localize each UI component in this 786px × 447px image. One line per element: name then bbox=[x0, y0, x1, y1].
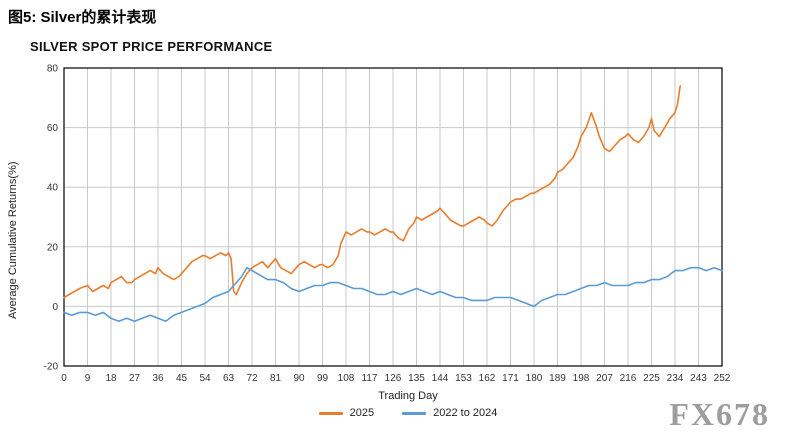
figure-title: 图5: Silver的累计表现 bbox=[8, 9, 157, 26]
svg-text:-20: -20 bbox=[44, 362, 59, 373]
svg-text:108: 108 bbox=[338, 373, 355, 384]
svg-text:117: 117 bbox=[362, 373, 378, 384]
svg-text:0: 0 bbox=[61, 373, 67, 384]
svg-text:90: 90 bbox=[293, 373, 305, 384]
svg-text:18: 18 bbox=[105, 373, 117, 384]
legend-label-2025: 2025 bbox=[349, 407, 375, 419]
svg-text:36: 36 bbox=[152, 373, 164, 384]
legend-item-2022-2024: 2022 to 2024 bbox=[402, 407, 497, 419]
svg-text:207: 207 bbox=[596, 373, 613, 384]
legend-swatch-2025 bbox=[318, 411, 343, 415]
legend-swatch-2022-2024 bbox=[402, 411, 427, 415]
legend-item-2025: 2025 bbox=[318, 407, 375, 419]
svg-text:234: 234 bbox=[667, 373, 684, 384]
x-axis-label: Trading Day bbox=[378, 390, 438, 402]
svg-text:252: 252 bbox=[714, 373, 731, 384]
svg-text:171: 171 bbox=[502, 373, 519, 384]
svg-text:20: 20 bbox=[47, 242, 59, 253]
svg-text:162: 162 bbox=[479, 373, 496, 384]
svg-text:144: 144 bbox=[432, 373, 449, 384]
svg-text:81: 81 bbox=[270, 373, 282, 384]
line-chart: 0 9 18 27 36 45 54 63 72 81 90 99 108 117 126 135 144 153… bbox=[44, 64, 731, 385]
svg-text:80: 80 bbox=[47, 64, 59, 75]
svg-text:27: 27 bbox=[129, 373, 141, 384]
chart-block: SILVER SPOT PRICE PERFORMANCE Average Cu… bbox=[0, 39, 786, 419]
svg-text:72: 72 bbox=[246, 373, 258, 384]
svg-text:153: 153 bbox=[455, 373, 472, 384]
svg-text:243: 243 bbox=[690, 373, 707, 384]
svg-text:126: 126 bbox=[385, 373, 402, 384]
svg-text:189: 189 bbox=[549, 373, 566, 384]
watermark: FX678 bbox=[669, 396, 770, 432]
svg-text:60: 60 bbox=[47, 123, 59, 134]
chart-title: SILVER SPOT PRICE PERFORMANCE bbox=[30, 39, 273, 54]
svg-text:63: 63 bbox=[223, 373, 235, 384]
svg-text:99: 99 bbox=[317, 373, 329, 384]
svg-text:54: 54 bbox=[199, 373, 211, 384]
svg-text:45: 45 bbox=[176, 373, 188, 384]
svg-text:225: 225 bbox=[643, 373, 660, 384]
svg-text:198: 198 bbox=[573, 373, 590, 384]
plot-row: Average Cumulative Returns(%) 0 9 18 27 36 45… bbox=[4, 62, 786, 392]
svg-text:0: 0 bbox=[52, 302, 58, 313]
svg-text:9: 9 bbox=[85, 373, 91, 384]
y-axis-label: Average Cumulative Returns(%) bbox=[7, 161, 19, 319]
legend-label-2022-2024: 2022 to 2024 bbox=[433, 407, 498, 419]
chart-legend: 2025 2022 to 2024 bbox=[0, 407, 786, 419]
svg-text:40: 40 bbox=[47, 183, 59, 194]
svg-text:216: 216 bbox=[620, 373, 637, 384]
svg-text:180: 180 bbox=[526, 373, 543, 384]
svg-text:135: 135 bbox=[408, 373, 425, 384]
